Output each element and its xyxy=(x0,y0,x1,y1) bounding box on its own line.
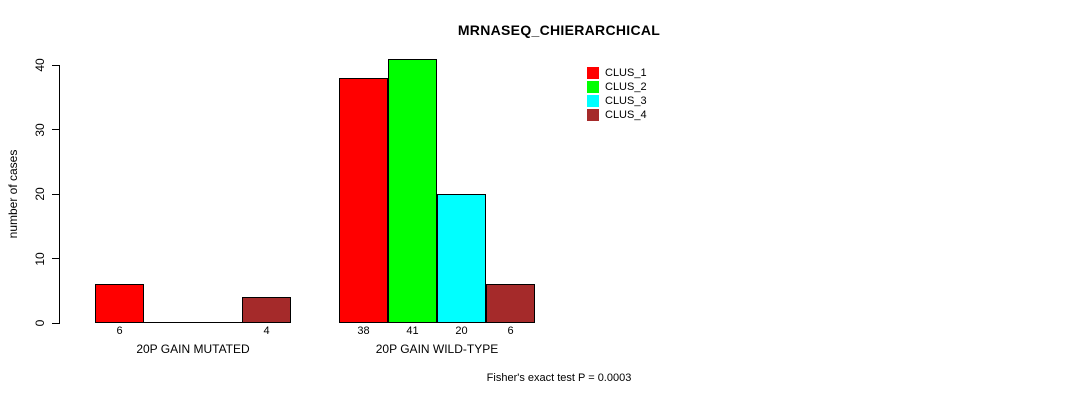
y-tick-label-0: 0 xyxy=(33,319,47,327)
x-group-label-20p-gain-wild-type: 20P GAIN WILD-TYPE xyxy=(375,342,499,356)
legend-swatch-clus-3 xyxy=(587,95,599,107)
bar-clus-4-20p-gain-wild-type xyxy=(486,284,535,323)
legend: CLUS_1 CLUS_2 CLUS_3 CLUS_4 xyxy=(587,67,647,123)
stat-annotation: Fisher's exact test P = 0.0003 xyxy=(486,372,632,384)
y-tick-mark-20 xyxy=(52,193,59,195)
bar-clus-4-20p-gain-mutated xyxy=(242,297,291,323)
bar-clus-2-20p-gain-wild-type xyxy=(388,58,437,323)
bar-value-clus-3-20p-gain-wild-type: 20 xyxy=(455,325,468,337)
bar-value-clus-4-20p-gain-wild-type: 6 xyxy=(507,325,514,337)
legend-swatch-clus-2 xyxy=(587,81,599,93)
bar-clus-2-20p-gain-mutated-zero xyxy=(144,322,193,323)
y-tick-label-30: 30 xyxy=(33,122,47,137)
bar-clus-3-20p-gain-mutated-zero xyxy=(193,322,242,323)
bar-value-clus-1-20p-gain-wild-type: 38 xyxy=(357,325,370,337)
legend-item-clus-1: CLUS_1 xyxy=(587,67,647,79)
chart-title: MRNASEQ_CHIERARCHICAL xyxy=(457,22,661,38)
y-tick-mark-30 xyxy=(52,129,59,130)
legend-label-clus-1: CLUS_1 xyxy=(605,67,647,79)
legend-label-clus-2: CLUS_2 xyxy=(605,81,647,93)
legend-item-clus-3: CLUS_3 xyxy=(587,95,647,107)
y-tick-mark-0 xyxy=(52,322,59,324)
y-axis-title: number of cases xyxy=(6,149,20,239)
x-group-label-20p-gain-mutated: 20P GAIN MUTATED xyxy=(136,342,250,356)
legend-swatch-clus-1 xyxy=(587,67,599,79)
y-tick-mark-10 xyxy=(52,258,59,259)
legend-label-clus-3: CLUS_3 xyxy=(605,95,647,107)
y-axis-line xyxy=(59,65,60,324)
bar-value-clus-2-20p-gain-wild-type: 41 xyxy=(406,325,419,337)
bar-value-clus-1-20p-gain-mutated: 6 xyxy=(116,325,123,337)
bar-value-clus-4-20p-gain-mutated: 4 xyxy=(263,325,270,337)
bar-clus-1-20p-gain-mutated xyxy=(95,284,144,323)
legend-item-clus-2: CLUS_2 xyxy=(587,81,647,93)
y-tick-label-20: 20 xyxy=(33,187,47,201)
bar-clus-1-20p-gain-wild-type xyxy=(339,77,388,323)
bar-clus-3-20p-gain-wild-type xyxy=(437,194,486,323)
y-tick-label-40: 40 xyxy=(33,58,47,72)
y-tick-mark-40 xyxy=(52,64,59,66)
legend-item-clus-4: CLUS_4 xyxy=(587,109,647,121)
y-tick-label-10: 10 xyxy=(33,251,47,266)
legend-label-clus-4: CLUS_4 xyxy=(605,109,647,121)
legend-swatch-clus-4 xyxy=(587,109,599,121)
